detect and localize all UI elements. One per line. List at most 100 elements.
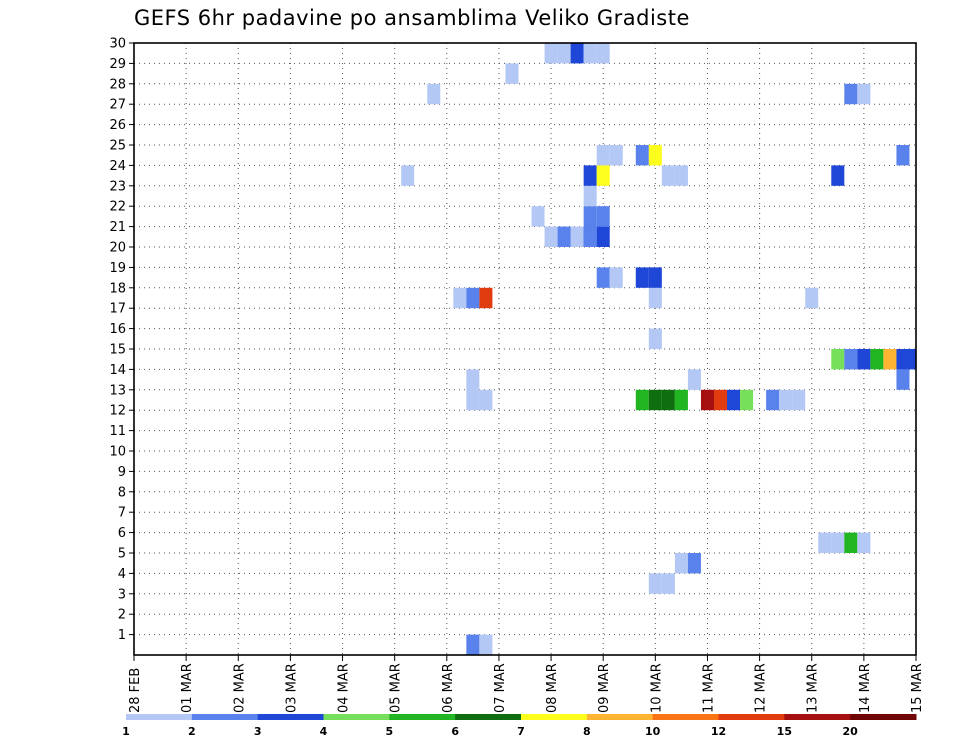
heatmap-cell bbox=[596, 267, 610, 288]
heatmap-cell bbox=[896, 369, 910, 390]
colorbar-label: 15 bbox=[777, 725, 792, 738]
y-tick-label: 20 bbox=[109, 241, 126, 256]
colorbar-label: 2 bbox=[188, 725, 196, 738]
heatmap-cell bbox=[674, 165, 688, 186]
heatmap-cell bbox=[844, 349, 858, 370]
y-axis-ticks: 1234567891011121314151617181920212223242… bbox=[109, 37, 134, 643]
heatmap-cell bbox=[674, 389, 688, 411]
y-tick-label: 6 bbox=[118, 526, 126, 541]
y-tick-label: 17 bbox=[109, 302, 126, 317]
heatmap-cell bbox=[583, 206, 597, 227]
x-tick-label: 13 MAR bbox=[806, 663, 821, 713]
heatmap-cell bbox=[479, 634, 493, 655]
heatmap-cell bbox=[427, 83, 441, 105]
heatmap-cell bbox=[596, 206, 610, 227]
y-tick-label: 19 bbox=[109, 261, 126, 276]
heatmap-cell bbox=[635, 267, 649, 288]
x-tick-label: 08 MAR bbox=[545, 663, 560, 713]
heatmap-cell bbox=[401, 165, 415, 186]
heatmap-cell bbox=[648, 328, 662, 349]
colorbar-label: 10 bbox=[645, 725, 661, 738]
y-tick-label: 13 bbox=[109, 383, 126, 398]
heatmap-cell bbox=[766, 389, 780, 411]
heatmap-cell bbox=[740, 389, 754, 411]
x-tick-label: 12 MAR bbox=[754, 663, 769, 713]
heatmap-cell bbox=[583, 43, 597, 64]
colorbar-label: 1 bbox=[122, 725, 130, 738]
heatmap-cell bbox=[570, 226, 584, 247]
colorbar-swatch bbox=[191, 714, 259, 720]
heatmap-cell bbox=[583, 226, 597, 247]
colorbar-swatch bbox=[718, 714, 785, 720]
heatmap-cell bbox=[896, 349, 910, 370]
x-tick-label: 14 MAR bbox=[858, 663, 873, 713]
colorbar-swatch bbox=[389, 714, 456, 720]
colorbar-swatch bbox=[784, 714, 851, 720]
heatmap-cell bbox=[674, 553, 688, 574]
y-tick-label: 28 bbox=[109, 77, 126, 92]
x-tick-label: 11 MAR bbox=[701, 663, 716, 713]
heatmap-cell bbox=[844, 532, 858, 553]
heatmap-cell bbox=[805, 287, 819, 309]
heatmap-cell bbox=[479, 287, 493, 309]
heatmap-cell bbox=[596, 226, 610, 247]
x-tick-label: 09 MAR bbox=[597, 663, 612, 713]
colorbar-label: 4 bbox=[320, 725, 328, 738]
x-tick-label: 01 MAR bbox=[180, 663, 195, 713]
heatmap-cell bbox=[557, 226, 571, 247]
y-tick-label: 11 bbox=[109, 424, 126, 439]
heatmap-cell bbox=[648, 287, 662, 309]
y-tick-label: 24 bbox=[109, 159, 126, 174]
heatmap-cell bbox=[818, 532, 832, 553]
heatmap-cell bbox=[831, 349, 845, 370]
colorbar-swatch bbox=[850, 714, 917, 720]
x-axis-ticks: 28 FEB 01 MAR 02 MAR 03 MAR 04 MAR 05 MAR 06 M… bbox=[128, 655, 925, 713]
x-tick-label: 15 MAR bbox=[910, 663, 925, 713]
heatmap-cell bbox=[713, 389, 728, 411]
heatmap-cell bbox=[466, 369, 480, 390]
heatmap-cell bbox=[466, 634, 480, 655]
heatmap-cell bbox=[727, 389, 741, 411]
y-tick-label: 15 bbox=[109, 343, 126, 358]
colorbar-swatch bbox=[455, 714, 522, 720]
heatmap-cell bbox=[661, 389, 675, 411]
heatmap-cell bbox=[857, 83, 871, 105]
colorbar-label: 20 bbox=[843, 725, 859, 738]
y-tick-label: 9 bbox=[118, 465, 126, 480]
heatmap-cell bbox=[453, 287, 467, 309]
heatmap-cell bbox=[635, 389, 649, 411]
colorbar-label: 3 bbox=[254, 725, 262, 738]
heatmap-cell bbox=[896, 145, 910, 166]
y-tick-label: 16 bbox=[109, 322, 126, 337]
heatmap-cell bbox=[583, 165, 597, 186]
heatmap-cell bbox=[857, 349, 871, 370]
y-tick-label: 21 bbox=[109, 220, 126, 235]
colorbar-label: 8 bbox=[583, 725, 591, 738]
x-tick-label: 06 MAR bbox=[441, 663, 456, 713]
heatmap-cell bbox=[570, 43, 584, 64]
heatmap-cell bbox=[661, 573, 675, 594]
heatmap-cell bbox=[844, 83, 858, 105]
heatmap-cell bbox=[466, 287, 480, 309]
y-tick-label: 14 bbox=[109, 363, 126, 378]
heatmap-cell bbox=[687, 553, 701, 574]
colorbar-label: 7 bbox=[517, 725, 525, 738]
heatmap-cell bbox=[792, 389, 806, 411]
colorbar-swatch bbox=[586, 714, 654, 720]
x-tick-label: 07 MAR bbox=[493, 663, 508, 713]
heatmap-cell bbox=[505, 63, 519, 84]
colorbar-swatch bbox=[323, 714, 390, 720]
heatmap-cells bbox=[401, 43, 916, 655]
heatmap-cell bbox=[700, 389, 714, 411]
heatmap-cell bbox=[479, 389, 493, 411]
x-tick-label: 02 MAR bbox=[232, 663, 247, 713]
colorbar-label: 5 bbox=[386, 725, 394, 738]
heatmap-cell bbox=[596, 145, 610, 166]
y-tick-label: 3 bbox=[118, 587, 126, 602]
y-tick-label: 22 bbox=[109, 200, 126, 215]
colorbar-swatch bbox=[652, 714, 719, 720]
x-tick-label: 04 MAR bbox=[337, 663, 352, 713]
y-tick-label: 2 bbox=[118, 608, 126, 623]
heatmap-cell bbox=[648, 573, 662, 594]
heatmap-cell bbox=[635, 145, 649, 166]
